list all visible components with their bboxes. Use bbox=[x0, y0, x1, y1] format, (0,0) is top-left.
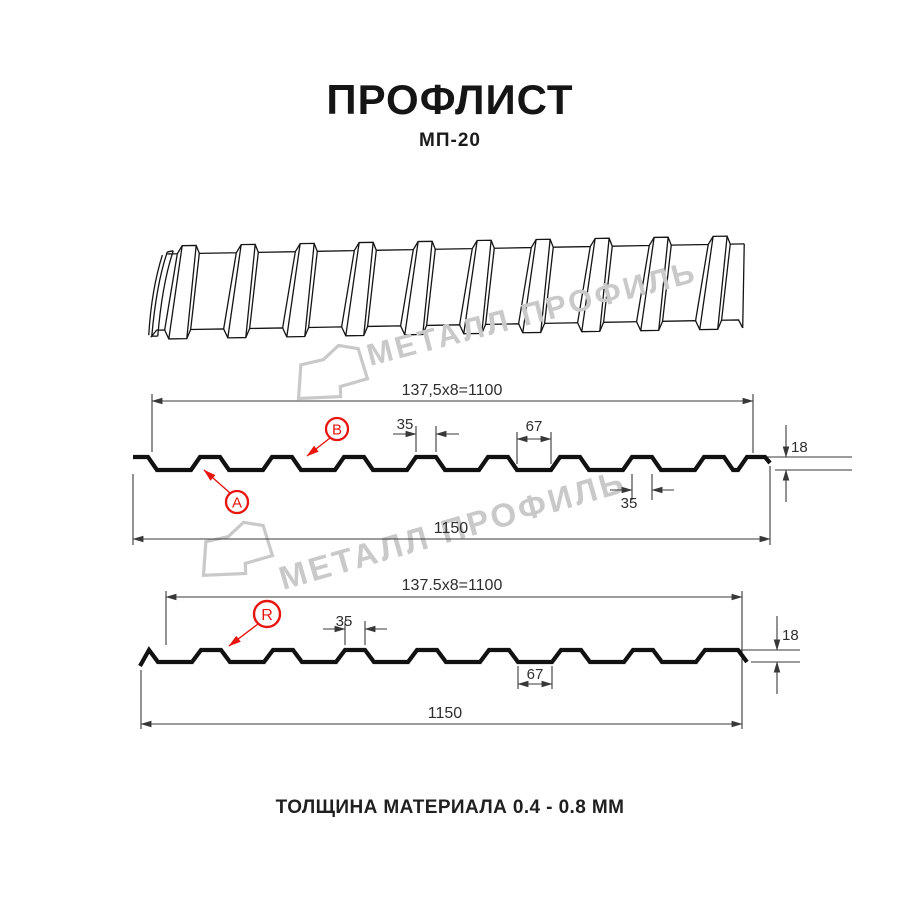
dim-total-width-label: 1150 bbox=[428, 705, 463, 722]
product-model: МП-20 bbox=[419, 130, 481, 151]
side-label-b: B bbox=[306, 416, 350, 457]
dim-working-width-label: 137.5x8=1100 bbox=[402, 577, 503, 594]
sheet-3d-right-end bbox=[742, 243, 745, 328]
dim-rib-top-label: 35 bbox=[397, 416, 414, 433]
dim-working-width-label: 137,5x8=1100 bbox=[402, 382, 503, 399]
sheet-3d-far-edge bbox=[167, 235, 745, 255]
brand-logo-icon bbox=[201, 520, 275, 578]
side-label-a: A bbox=[203, 469, 250, 515]
sheet-3d-rib-lines bbox=[164, 236, 731, 340]
material-thickness-note: ТОЛЩИНА МАТЕРИАЛА 0.4 - 0.8 ММ bbox=[275, 797, 625, 818]
brand-logo-icon bbox=[296, 343, 370, 401]
side-label-r: R bbox=[228, 599, 282, 647]
dim-valley-label: 67 bbox=[526, 418, 543, 435]
cross-section-2: 137.5x8=1100 35 67 18 1150 R bbox=[138, 577, 800, 729]
side-label-b-text: B bbox=[332, 422, 342, 439]
sheet-3d-view bbox=[148, 234, 745, 340]
profile-outline-1 bbox=[133, 454, 772, 473]
page-title: ПРОФЛИСТ bbox=[326, 76, 574, 123]
side-label-r-text: R bbox=[261, 607, 273, 624]
dim-total-width-label: 1150 bbox=[434, 520, 469, 537]
side-label-a-text: A bbox=[232, 495, 242, 512]
sheet-3d-near-edge bbox=[150, 319, 744, 340]
profile-outline-2 bbox=[138, 646, 749, 668]
dim-rib-top-label: 35 bbox=[336, 613, 353, 630]
dim-valley-label: 67 bbox=[527, 666, 544, 683]
dim-height-label: 18 bbox=[791, 439, 808, 456]
cross-section-1: 137,5x8=1100 35 67 35 18 1150 B A bbox=[132, 382, 852, 545]
dim-rib-bottom-label: 35 bbox=[621, 495, 638, 512]
sheet-3d-left-cut bbox=[148, 250, 174, 337]
sheet-3d-body bbox=[150, 234, 745, 338]
dim-height-label: 18 bbox=[782, 627, 799, 644]
